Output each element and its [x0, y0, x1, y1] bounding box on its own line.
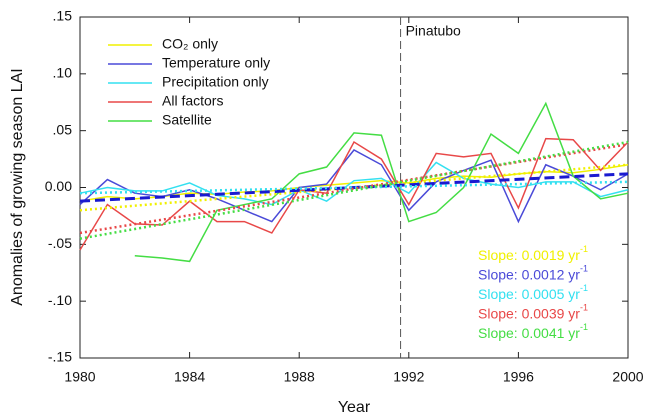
y-tick-label: -.05 — [48, 235, 72, 251]
x-tick-label: 1992 — [393, 369, 424, 385]
slope-label: Slope: 0.0039 yr-1 — [478, 303, 588, 321]
x-tick-label: 1984 — [174, 369, 205, 385]
legend-label: CO₂ only — [162, 36, 218, 52]
data-line — [79, 149, 629, 224]
slope-label: Slope: 0.0005 yr-1 — [478, 283, 588, 301]
event-label: Pinatubo — [406, 23, 461, 39]
trend-line — [79, 180, 629, 195]
x-axis-label: Year — [338, 399, 371, 416]
slope-exponent: -1 — [580, 283, 588, 293]
slope-label: Slope: 0.0012 yr-1 — [478, 264, 588, 282]
legend-label: Temperature only — [162, 55, 270, 71]
slope-text: Slope: 0.0012 yr — [478, 266, 580, 282]
y-tick-label: -.15 — [48, 349, 72, 365]
slope-text: Slope: 0.0005 yr — [478, 286, 580, 302]
slope-label: Slope: 0.0041 yr-1 — [478, 322, 588, 340]
y-axis-label: Anomalies of growing season LAI — [9, 68, 26, 305]
data-line — [79, 137, 629, 251]
x-tick-label: 1996 — [503, 369, 534, 385]
legend-label: All factors — [162, 93, 223, 109]
slope-text: Slope: 0.0041 yr — [478, 325, 580, 341]
slope-text: Slope: 0.0019 yr — [478, 247, 580, 263]
x-tick-label: 2000 — [612, 369, 643, 385]
y-tick-label: .05 — [53, 121, 73, 137]
slope-exponent: -1 — [580, 303, 588, 313]
slope-exponent: -1 — [580, 244, 588, 254]
slope-exponent: -1 — [580, 322, 588, 332]
y-tick-label: .15 — [53, 8, 73, 24]
y-tick-label: 0.00 — [45, 178, 72, 194]
x-tick-label: 1988 — [284, 369, 315, 385]
legend-label: Precipitation only — [162, 74, 269, 90]
y-tick-label: .10 — [53, 65, 73, 81]
data-line — [134, 101, 629, 263]
slope-exponent: -1 — [580, 264, 588, 274]
trend-line — [79, 172, 629, 203]
y-tick-label: -.10 — [48, 292, 72, 308]
legend-label: Satellite — [162, 112, 212, 128]
x-tick-label: 1980 — [64, 369, 95, 385]
slope-text: Slope: 0.0039 yr — [478, 305, 580, 321]
trend-line — [79, 163, 629, 212]
slope-label: Slope: 0.0019 yr-1 — [478, 244, 588, 262]
